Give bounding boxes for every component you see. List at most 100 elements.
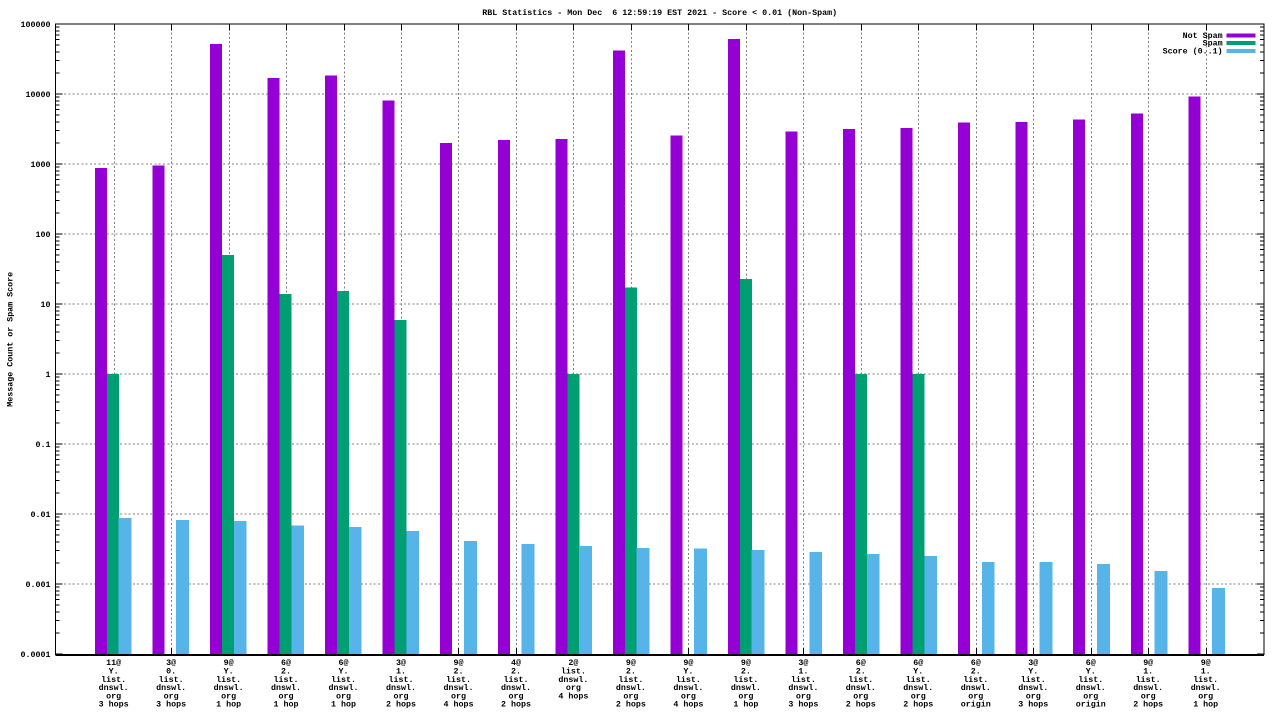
- svg-text:org: org: [279, 691, 294, 701]
- svg-text:dnswl.: dnswl.: [501, 683, 531, 693]
- svg-text:org: org: [1083, 691, 1098, 701]
- svg-text:1 hop: 1 hop: [331, 700, 356, 710]
- svg-text:Y.: Y.: [913, 667, 923, 677]
- svg-text:list.: list.: [733, 675, 758, 685]
- svg-text:dnswl.: dnswl.: [156, 683, 186, 693]
- svg-text:org: org: [221, 691, 236, 701]
- svg-text:2.: 2.: [971, 667, 981, 677]
- svg-text:list.: list.: [963, 675, 988, 685]
- svg-text:list.: list.: [848, 675, 873, 685]
- svg-text:1000: 1000: [31, 160, 51, 170]
- svg-text:dnswl.: dnswl.: [846, 683, 876, 693]
- svg-text:list.: list.: [1021, 675, 1046, 685]
- svg-text:6@: 6@: [339, 658, 349, 668]
- svg-text:0.: 0.: [166, 667, 176, 677]
- svg-text:9@: 9@: [1143, 658, 1153, 668]
- svg-text:Message Count or Spam Score: Message Count or Spam Score: [5, 272, 15, 407]
- svg-text:org: org: [164, 691, 179, 701]
- svg-text:1: 1: [46, 370, 51, 380]
- svg-text:org: org: [509, 691, 524, 701]
- svg-text:9@: 9@: [683, 658, 693, 668]
- svg-text:6@: 6@: [1086, 658, 1096, 668]
- svg-text:1.: 1.: [798, 667, 808, 677]
- svg-text:dnswl.: dnswl.: [386, 683, 416, 693]
- svg-text:1.: 1.: [396, 667, 406, 677]
- svg-text:1 hop: 1 hop: [216, 700, 241, 710]
- svg-text:6@: 6@: [856, 658, 866, 668]
- svg-text:org: org: [623, 691, 638, 701]
- svg-text:1 hop: 1 hop: [733, 700, 758, 710]
- svg-text:9@: 9@: [626, 658, 636, 668]
- svg-text:4 hops: 4 hops: [558, 691, 588, 701]
- svg-text:dnswl.: dnswl.: [329, 683, 359, 693]
- svg-text:3 hops: 3 hops: [156, 700, 186, 710]
- svg-text:3 hops: 3 hops: [788, 700, 818, 710]
- svg-text:dnswl.: dnswl.: [1191, 683, 1221, 693]
- svg-text:org: org: [1141, 691, 1156, 701]
- svg-text:org: org: [681, 691, 696, 701]
- svg-text:org: org: [1026, 691, 1041, 701]
- svg-text:dnswl.: dnswl.: [444, 683, 474, 693]
- svg-text:2 hops: 2 hops: [386, 700, 416, 710]
- svg-text:Not Spam: Not Spam: [1183, 31, 1223, 41]
- svg-text:dnswl.: dnswl.: [616, 683, 646, 693]
- svg-text:org: org: [968, 691, 983, 701]
- svg-text:dnswl.: dnswl.: [99, 683, 129, 693]
- svg-text:100000: 100000: [21, 20, 51, 30]
- svg-text:0.1: 0.1: [36, 440, 51, 450]
- svg-text:3@: 3@: [1028, 658, 1038, 668]
- svg-text:2@: 2@: [568, 658, 578, 668]
- svg-text:6@: 6@: [281, 658, 291, 668]
- svg-text:9@: 9@: [454, 658, 464, 668]
- svg-text:list.: list.: [274, 675, 299, 685]
- svg-text:RBL Statistics - Mon Dec 6 12: RBL Statistics - Mon Dec 6 12:59:19 EST …: [482, 8, 837, 18]
- svg-text:dnswl.: dnswl.: [961, 683, 991, 693]
- svg-text:2.: 2.: [626, 667, 636, 677]
- svg-text:dnswl.: dnswl.: [271, 683, 301, 693]
- svg-text:list.: list.: [1136, 675, 1161, 685]
- svg-text:2 hops: 2 hops: [616, 700, 646, 710]
- svg-text:4 hops: 4 hops: [673, 700, 703, 710]
- svg-text:0.0001: 0.0001: [21, 650, 51, 660]
- svg-text:org: org: [336, 691, 351, 701]
- svg-text:list.: list.: [216, 675, 241, 685]
- svg-text:3 hops: 3 hops: [1018, 700, 1048, 710]
- svg-text:list.: list.: [101, 675, 126, 685]
- svg-text:Y.: Y.: [683, 667, 693, 677]
- svg-text:2 hops: 2 hops: [501, 700, 531, 710]
- svg-text:list.: list.: [618, 675, 643, 685]
- svg-text:100: 100: [36, 230, 51, 240]
- svg-text:org: org: [738, 691, 753, 701]
- svg-text:dnswl.: dnswl.: [214, 683, 244, 693]
- svg-text:org: org: [853, 691, 868, 701]
- svg-text:list.: list.: [504, 675, 529, 685]
- svg-text:2.: 2.: [741, 667, 751, 677]
- svg-text:1.: 1.: [1143, 667, 1153, 677]
- svg-text:list.: list.: [1078, 675, 1103, 685]
- svg-text:0.001: 0.001: [26, 580, 51, 590]
- svg-text:4@: 4@: [511, 658, 521, 668]
- svg-text:list.: list.: [331, 675, 356, 685]
- svg-text:6@: 6@: [971, 658, 981, 668]
- svg-text:list.: list.: [561, 667, 586, 677]
- svg-text:10000: 10000: [26, 90, 51, 100]
- svg-text:2.: 2.: [281, 667, 291, 677]
- svg-text:Score (0..1): Score (0..1): [1163, 46, 1223, 56]
- svg-text:dnswl.: dnswl.: [731, 683, 761, 693]
- svg-text:9@: 9@: [224, 658, 234, 668]
- svg-text:list.: list.: [389, 675, 414, 685]
- svg-text:dnswl.: dnswl.: [1018, 683, 1048, 693]
- svg-text:Y.: Y.: [1028, 667, 1038, 677]
- svg-text:3@: 3@: [166, 658, 176, 668]
- svg-text:6@: 6@: [913, 658, 923, 668]
- svg-text:2 hops: 2 hops: [1133, 700, 1163, 710]
- svg-text:10: 10: [41, 300, 51, 310]
- svg-text:list.: list.: [446, 675, 471, 685]
- svg-text:list.: list.: [1193, 675, 1218, 685]
- svg-text:origin: origin: [1076, 700, 1106, 710]
- svg-text:dnswl.: dnswl.: [1133, 683, 1163, 693]
- svg-text:11@: 11@: [106, 658, 121, 668]
- svg-text:dnswl.: dnswl.: [558, 675, 588, 685]
- svg-text:org: org: [1198, 691, 1213, 701]
- svg-text:1 hop: 1 hop: [1193, 700, 1218, 710]
